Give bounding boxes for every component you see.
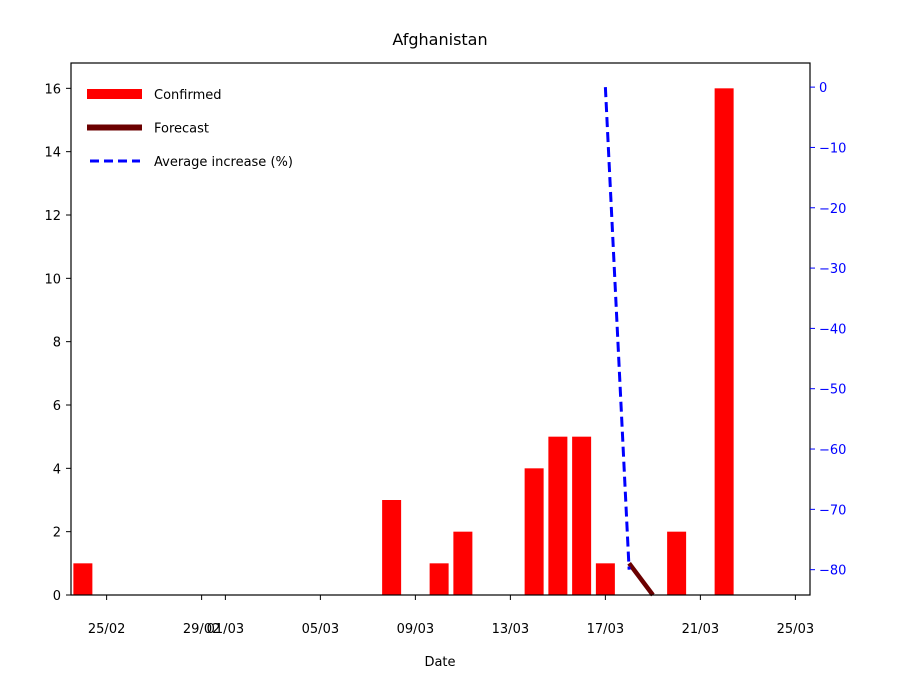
- y-right-tick-label-minus-40: −40: [819, 322, 846, 337]
- x-tick-label-29-02: 29/02: [183, 622, 220, 637]
- y-right-tick-label-minus-50: −50: [819, 383, 846, 398]
- y-right-tick-label-minus-80: −80: [819, 564, 846, 579]
- plot-frame: [70, 62, 811, 596]
- y-axis-left: 0 2 4 6 8 10 12 14 16: [44, 82, 71, 604]
- bar-2020-03-17: [595, 563, 615, 595]
- y-right-tick-label-0: 0: [819, 81, 827, 96]
- y-tick-label-16: 16: [44, 82, 61, 97]
- legend: Confirmed Forecast Average increase (%): [87, 88, 293, 170]
- y-right-tick-label-minus-20: −20: [819, 202, 846, 217]
- legend-label: Forecast: [154, 122, 209, 137]
- x-tick-label-21-03: 21/03: [682, 622, 719, 637]
- forecast-line: [627, 561, 655, 597]
- x-tick-label-25-02: 25/02: [88, 622, 125, 637]
- x-tick-label-01-03: 01/03: [207, 622, 244, 637]
- x-tick-label-13-03: 13/03: [492, 622, 529, 637]
- y-tick-label-14: 14: [44, 146, 61, 161]
- legend-item-average-increase: Average increase (%): [90, 155, 293, 170]
- legend-label: Average increase (%): [154, 155, 293, 170]
- bar-2020-03-22: [714, 88, 734, 595]
- bar-2020-03-20: [667, 531, 687, 595]
- bar-2020-03-16: [572, 436, 592, 595]
- bar-2020-03-11: [453, 531, 473, 595]
- x-tick-label-05-03: 05/03: [302, 622, 339, 637]
- legend-item-forecast: Forecast: [87, 122, 209, 137]
- y-tick-label-4: 4: [53, 462, 61, 477]
- legend-item-confirmed: Confirmed: [87, 88, 222, 103]
- y-tick-label-12: 12: [44, 209, 61, 224]
- legend-label: Confirmed: [154, 88, 222, 103]
- bar-2020-03-10: [429, 563, 449, 595]
- bar-2020-03-08: [382, 500, 402, 595]
- bar-2020-03-15: [548, 436, 568, 595]
- y-tick-label-2: 2: [53, 526, 61, 541]
- y-tick-label-10: 10: [44, 272, 61, 287]
- y-right-tick-label-minus-60: −60: [819, 443, 846, 458]
- y-tick-label-0: 0: [53, 589, 61, 604]
- x-tick-label-09-03: 09/03: [397, 622, 434, 637]
- chart-title: Afghanistan: [392, 30, 487, 49]
- x-axis-label: Date: [424, 655, 455, 670]
- y-tick-label-6: 6: [53, 399, 61, 414]
- x-tick-label-17-03: 17/03: [587, 622, 624, 637]
- bar-2020-02-24: [73, 563, 93, 595]
- y-right-tick-label-minus-10: −10: [819, 141, 846, 156]
- y-right-tick-label-minus-30: −30: [819, 262, 846, 277]
- confirmed-bars: [73, 88, 734, 595]
- bar-2020-03-14: [524, 468, 544, 595]
- average-increase-line: [603, 87, 631, 570]
- series-lines: [603, 87, 655, 597]
- y-axis-right: 0 −10 −20 −30 −40 −50 −60 −70 −80: [810, 81, 846, 579]
- legend-swatch-confirmed: [87, 89, 142, 99]
- y-right-tick-label-minus-70: −70: [819, 503, 846, 518]
- x-tick-label-25-03: 25/03: [777, 622, 814, 637]
- y-tick-label-8: 8: [53, 336, 61, 351]
